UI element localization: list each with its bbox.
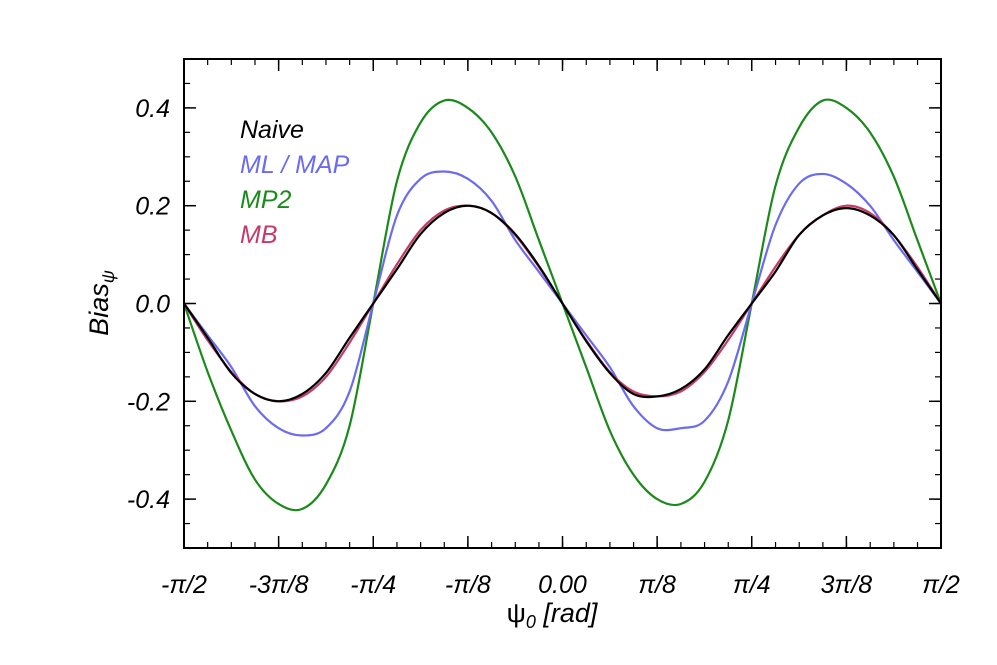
legend-entry-mb: MB <box>240 221 278 249</box>
y-tick-label: -0.2 <box>127 388 170 416</box>
x-tick-label: 3π/8 <box>821 571 873 599</box>
y-axis-title-subscript: ψ <box>98 270 118 283</box>
series-line-naive <box>183 204 942 403</box>
y-axis-title-main: Bias <box>84 283 114 336</box>
legend: Naive ML / MAP MP2 MB <box>240 116 350 249</box>
x-tick-label: -π/8 <box>445 571 491 599</box>
x-axis-title-subscript: 0 <box>526 612 536 632</box>
x-tick-label: π/4 <box>733 571 771 599</box>
x-tick-label: π/2 <box>922 571 960 599</box>
x-axis-title-symbol: ψ <box>507 598 526 628</box>
x-tick-label: -π/4 <box>350 571 396 599</box>
x-tick-label: 0.00 <box>538 571 587 599</box>
x-tick-label: -3π/8 <box>249 571 309 599</box>
x-axis-title: ψ0 [rad] <box>507 598 599 632</box>
legend-entry-ml-map: ML / MAP <box>240 151 350 179</box>
legend-entry-naive: Naive <box>240 116 304 144</box>
y-tick-label: 0.0 <box>135 291 170 319</box>
y-tick-label: 0.4 <box>135 95 170 123</box>
plot-frame <box>183 58 942 549</box>
y-tick-label: -0.4 <box>127 486 170 514</box>
x-tick-label: π/8 <box>638 571 676 599</box>
x-tick-label: -π/2 <box>161 571 207 599</box>
y-axis-title: Biasψ <box>84 270 118 336</box>
data-series <box>182 98 943 512</box>
x-axis-title-unit: [rad] <box>536 598 599 628</box>
legend-entry-mp2: MP2 <box>240 186 292 214</box>
axis-tick-labels: 0.4 0.2 0.0 -0.2 -0.4 -π/2 -3π/8 -π/4 -π/8 0.00 π/… <box>127 95 960 599</box>
y-tick-label: 0.2 <box>135 193 170 221</box>
